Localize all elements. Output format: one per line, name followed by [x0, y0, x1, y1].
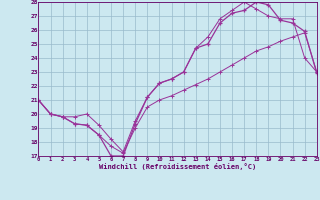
X-axis label: Windchill (Refroidissement éolien,°C): Windchill (Refroidissement éolien,°C)	[99, 163, 256, 170]
